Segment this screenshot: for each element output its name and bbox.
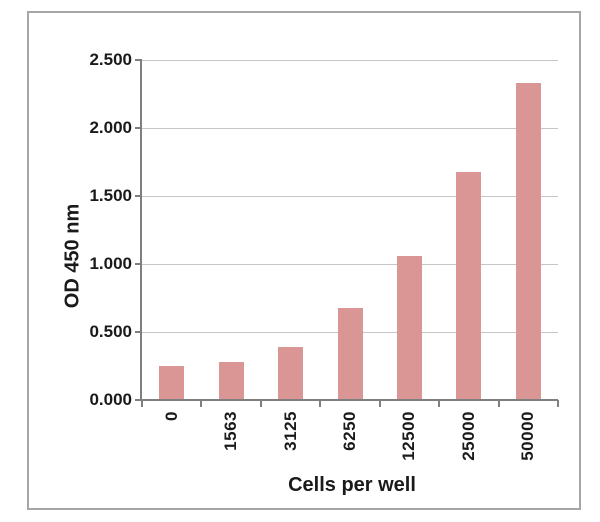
- x-tick-mark: [557, 400, 559, 407]
- bar: [159, 366, 184, 399]
- bar: [397, 256, 422, 399]
- x-tick-label: 6250: [340, 411, 359, 451]
- x-tick-label: 3125: [280, 411, 300, 451]
- bar: [278, 347, 303, 399]
- y-tick-mark: [135, 399, 142, 401]
- y-tick-label: 0.000: [89, 390, 132, 409]
- bar: [456, 172, 481, 399]
- x-tick-label: 0: [161, 411, 181, 421]
- y-tick-label: 2.000: [89, 118, 132, 137]
- gridline: [142, 127, 558, 129]
- x-tick-mark: [141, 400, 143, 407]
- bar: [338, 308, 363, 399]
- y-tick-label: 1.500: [89, 186, 132, 205]
- x-tick-mark: [319, 400, 322, 407]
- x-tick-label: 50000: [518, 411, 538, 461]
- x-tick-mark: [378, 400, 381, 407]
- x-tick-mark: [497, 400, 500, 407]
- y-tick-label: 1.000: [89, 254, 132, 273]
- x-axis-title: Cells per well: [288, 474, 416, 496]
- gridline: [142, 263, 558, 265]
- x-tick-label: 1563: [221, 411, 241, 451]
- y-tick-mark: [135, 195, 142, 197]
- x-tick-mark: [438, 400, 441, 407]
- x-tick-label: 12500: [399, 411, 419, 461]
- y-tick-mark: [135, 59, 142, 61]
- x-tick-label: 25000: [458, 411, 478, 461]
- gridline: [142, 59, 558, 61]
- chart-border: [27, 11, 581, 510]
- y-tick-label: 0.500: [89, 322, 132, 341]
- x-tick-mark: [200, 400, 203, 407]
- bar: [219, 362, 244, 399]
- bar: [516, 83, 541, 399]
- y-axis-line: [140, 60, 142, 401]
- x-tick-mark: [259, 400, 262, 407]
- y-tick-mark: [135, 263, 142, 265]
- y-tick-mark: [135, 331, 142, 333]
- y-tick-mark: [135, 127, 142, 129]
- y-tick-label: 2.500: [89, 50, 132, 69]
- x-axis-line: [140, 399, 558, 401]
- y-axis-title: OD 450 nm: [61, 203, 84, 309]
- gridline: [142, 195, 558, 197]
